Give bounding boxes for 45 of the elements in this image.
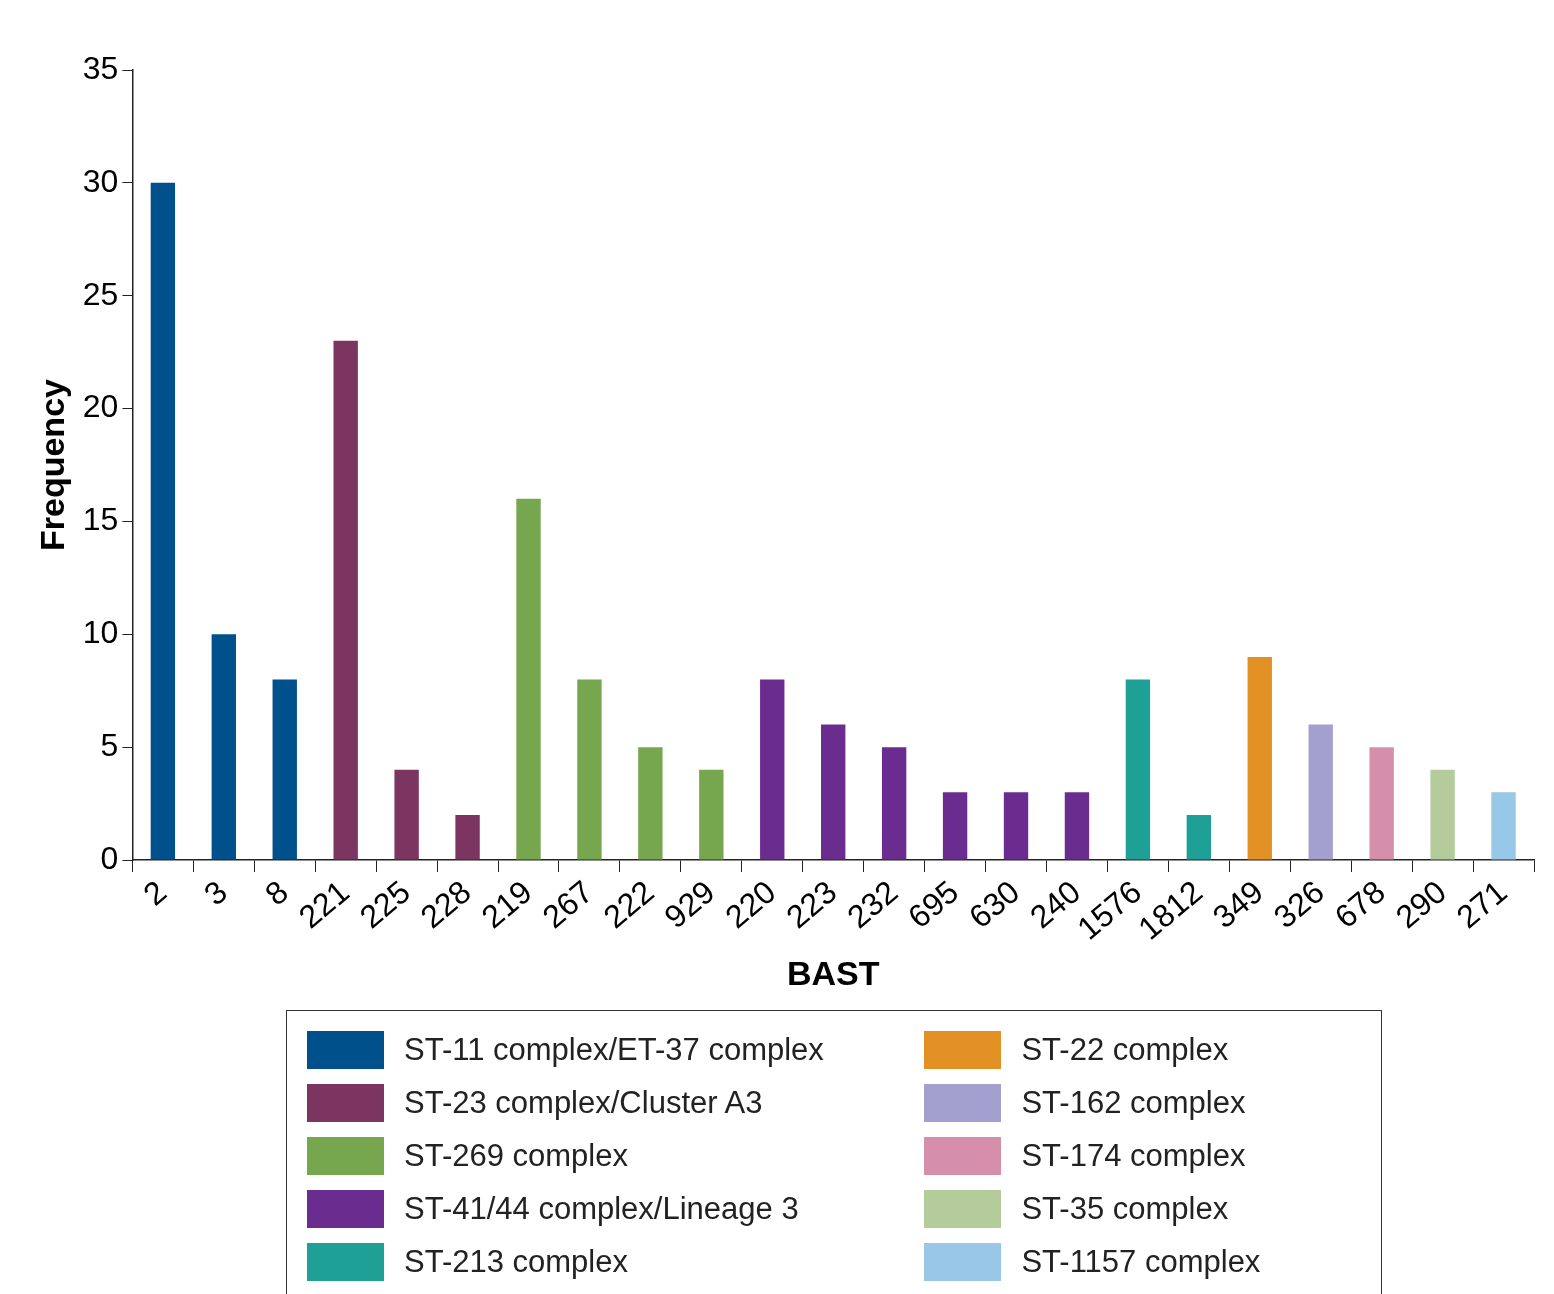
- bar: [1430, 769, 1455, 860]
- y-tick-label: 25: [82, 275, 119, 312]
- bar: [394, 769, 419, 860]
- legend-label: ST-174 complex: [1021, 1137, 1246, 1174]
- bar: [150, 182, 176, 860]
- legend-label: ST-41/44 complex/Lineage 3: [404, 1190, 799, 1227]
- legend-label: ST-269 complex: [404, 1137, 628, 1174]
- bar: [638, 747, 663, 860]
- bar: [455, 814, 480, 860]
- bar: [333, 340, 358, 860]
- x-tick-label: 2: [136, 873, 174, 913]
- bar: [699, 769, 724, 860]
- x-axis-title: BAST: [786, 953, 880, 992]
- y-tick-label: 30: [82, 162, 119, 199]
- legend-label: ST-1157 complex: [1021, 1243, 1261, 1280]
- legend-label: ST-11 complex/ET-37 complex: [404, 1031, 824, 1068]
- y-tick-label: 10: [82, 614, 119, 651]
- bar: [821, 724, 846, 860]
- bar: [1003, 792, 1029, 860]
- y-axis-title: Frequency: [32, 378, 71, 551]
- y-tick-label: 20: [82, 388, 119, 425]
- bar: [211, 634, 236, 860]
- bar: [1125, 679, 1151, 860]
- bar: [272, 679, 297, 860]
- bar: [1491, 792, 1516, 860]
- bar: [516, 498, 541, 860]
- x-tick-label: 3: [197, 873, 234, 913]
- legend-label: ST-35 complex: [1021, 1190, 1229, 1227]
- y-tick-label: 15: [82, 501, 119, 538]
- bar: [942, 792, 968, 860]
- y-tick-label: 35: [82, 49, 119, 86]
- bar: [577, 679, 602, 860]
- legend-label: ST-23 complex/Cluster A3: [404, 1084, 763, 1121]
- y-tick-label: 0: [100, 839, 119, 876]
- bar: [1369, 747, 1394, 860]
- y-tick-label: 5: [100, 726, 119, 763]
- legend-label: ST-162 complex: [1021, 1084, 1246, 1121]
- bar: [1308, 724, 1333, 860]
- bar: [1064, 792, 1090, 860]
- legend-label: ST-22 complex: [1021, 1031, 1229, 1068]
- bar: [1247, 656, 1272, 860]
- legend-label: ST-213 complex: [404, 1243, 628, 1280]
- bar: [881, 747, 907, 860]
- bar: [760, 679, 785, 860]
- bar: [1186, 814, 1212, 860]
